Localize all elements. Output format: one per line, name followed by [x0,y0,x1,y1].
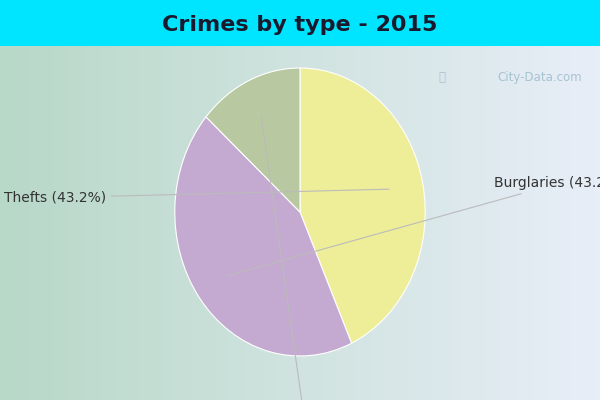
Wedge shape [300,68,425,343]
Text: Thefts (43.2%): Thefts (43.2%) [4,189,389,204]
Text: Burglaries (43.2%): Burglaries (43.2%) [227,176,600,276]
Text: Crimes by type - 2015: Crimes by type - 2015 [163,15,437,35]
Text: City-Data.com: City-Data.com [497,71,582,84]
Text: ⓘ: ⓘ [438,71,445,84]
Wedge shape [206,68,300,212]
Wedge shape [175,117,352,356]
Text: Auto thefts (13.5%): Auto thefts (13.5%) [238,116,374,400]
